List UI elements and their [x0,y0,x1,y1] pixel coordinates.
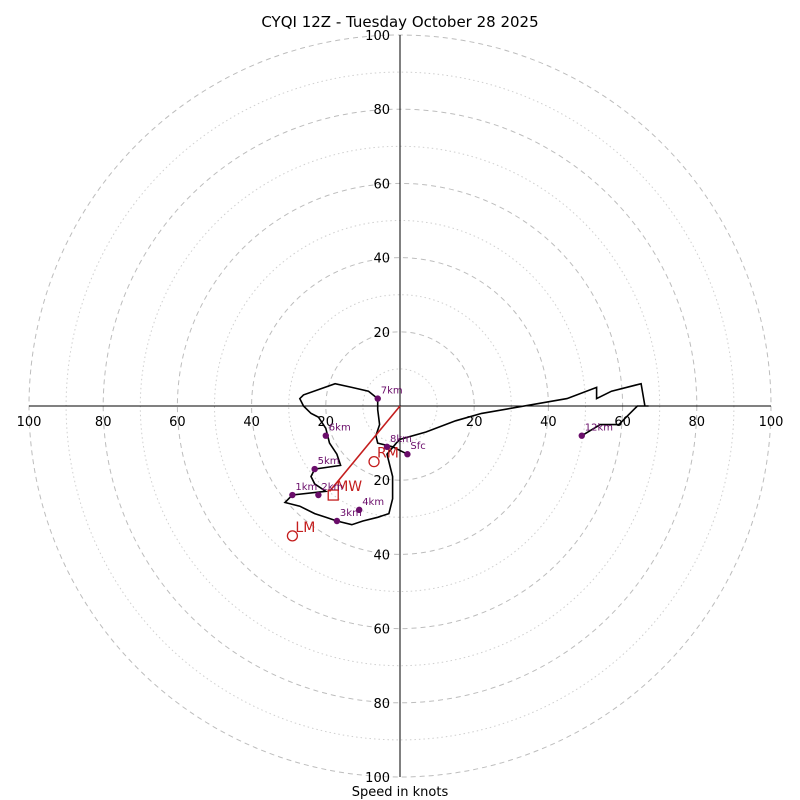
height-marker-label: 1km [295,482,317,493]
y-tick-label-bottom: 80 [373,697,390,712]
hodograph-trace [283,382,649,526]
storm-motion-label-lm: LM [295,520,315,536]
storm-motion-vector [328,405,401,492]
y-tick-label-bottom: 20 [373,474,390,489]
height-marker-label: 3km [340,508,362,519]
height-marker-label: 6km [329,423,351,434]
height-marker-point [322,432,329,439]
tick-labels: 100 80 60 40 20 20 40 60 80 100 20 40 60 80 100 20 40 60 8… [17,29,784,786]
height-marker-point [289,491,296,499]
storm-motion-label-mw: MW [336,479,362,495]
x-tick-label: 60 [614,415,631,430]
height-marker-label: 8km [390,434,412,445]
height-marker-point [404,451,411,458]
storm-motion-label-rm: RM [377,446,399,462]
height-marker-label: 7km [381,386,403,397]
x-tick-label: 100 [759,415,784,430]
height-marker-label: 4km [362,497,384,508]
height-marker-point [374,395,381,402]
x-tick-label: 20 [318,415,335,430]
y-tick-label-bottom: 60 [373,623,390,638]
height-marker-label: 5km [318,456,340,467]
x-tick-label: 100 [17,415,42,430]
height-marker-point [315,491,322,499]
height-marker-point [333,517,341,525]
y-tick-label-bottom: 100 [365,771,390,786]
x-tick-label: 40 [540,415,557,430]
y-tick-label-top: 60 [373,177,390,192]
storm-motion-marker-mw [327,489,339,501]
height-marker-point [311,465,318,473]
x-tick-label: 80 [689,415,706,430]
x-tick-label: 40 [243,415,260,430]
chart-title: CYQI 12Z - Tuesday October 28 2025 [261,13,538,31]
x-tick-label: 60 [169,415,186,430]
storm-motion-marker-lm [286,530,299,542]
storm-motion-marker-rm [368,455,380,468]
y-tick-label-top: 100 [365,29,390,44]
x-axis-label: Speed in knots [352,785,449,800]
x-tick-label: 80 [95,415,112,430]
height-marker-point [355,506,363,514]
height-marker-point [578,432,585,439]
x-tick-label: 20 [466,415,483,430]
height-marker-label: Sfc [410,441,425,452]
y-tick-label-bottom: 40 [373,548,390,563]
y-tick-label-top: 20 [373,326,390,341]
height-marker-label: 2km [321,482,343,493]
y-tick-label-top: 80 [373,103,390,118]
height-marker-point [383,443,391,451]
storm-motion: RM MW LM [286,405,401,542]
height-marker-label: 12km [585,423,613,434]
y-tick-label-top: 40 [373,252,390,267]
